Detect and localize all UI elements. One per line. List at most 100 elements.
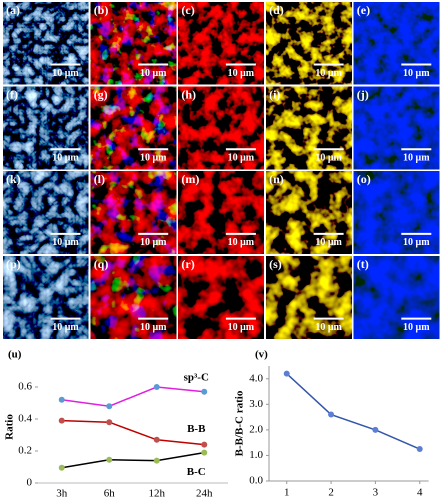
panel: (g) 10 μm bbox=[90, 86, 177, 170]
scale-label: 10 μm bbox=[315, 152, 342, 163]
micrograph bbox=[90, 86, 177, 170]
marker bbox=[58, 417, 65, 424]
x-tick-label: 4 bbox=[417, 487, 423, 499]
panel-label: (l) bbox=[94, 172, 105, 186]
micrograph bbox=[353, 86, 440, 170]
micrograph bbox=[266, 86, 352, 170]
panel: (p) 10 μm bbox=[3, 256, 89, 339]
panel: (b) 10 μm bbox=[90, 2, 177, 85]
panel-label: (g) bbox=[94, 87, 108, 101]
series-line bbox=[61, 451, 205, 469]
panel: (e) 10 μm bbox=[353, 2, 440, 85]
panel-label: (r) bbox=[181, 257, 194, 271]
panel-label: (e) bbox=[357, 3, 370, 17]
micrograph bbox=[3, 86, 89, 170]
scale-label: 10 μm bbox=[140, 68, 167, 79]
marker bbox=[201, 449, 208, 456]
panel: (l) 10 μm bbox=[90, 171, 177, 254]
x-tick-label: 12h bbox=[149, 488, 166, 500]
marker bbox=[283, 370, 290, 377]
panel-label: (n) bbox=[269, 172, 284, 186]
panel-label: (o) bbox=[357, 172, 371, 186]
panel-label: (m) bbox=[181, 172, 199, 186]
panel: (f) 10 μm bbox=[3, 86, 89, 170]
marker bbox=[58, 396, 65, 403]
panel: (d) 10 μm bbox=[266, 2, 352, 85]
y-tick-label: 0.4 bbox=[18, 413, 32, 425]
micrograph bbox=[353, 2, 440, 85]
panel-label: (q) bbox=[94, 257, 109, 271]
panel-label: (a) bbox=[6, 3, 20, 17]
marker bbox=[106, 456, 113, 463]
scale-label: 10 μm bbox=[140, 322, 167, 333]
marker bbox=[106, 419, 113, 426]
scale-label: 10 μm bbox=[228, 237, 255, 248]
x-tick-label: 24h bbox=[196, 488, 213, 500]
y-tick-label: 4.0 bbox=[249, 372, 263, 384]
micrograph bbox=[90, 256, 177, 339]
scale-label: 10 μm bbox=[228, 152, 255, 163]
micrograph bbox=[178, 86, 264, 170]
panel-label: (j) bbox=[357, 87, 369, 101]
micrograph bbox=[266, 256, 352, 339]
x-tick-label: 1 bbox=[284, 487, 290, 499]
series-label: B-C bbox=[187, 466, 206, 478]
micrograph bbox=[178, 2, 264, 85]
panel-label: (k) bbox=[6, 172, 21, 186]
x-tick-label: 2 bbox=[328, 487, 334, 499]
marker bbox=[106, 403, 113, 410]
scale-label: 10 μm bbox=[315, 68, 342, 79]
panel: (k) 10 μm bbox=[3, 171, 89, 254]
panel: (j) 10 μm bbox=[353, 86, 440, 170]
panel: (r) 10 μm bbox=[178, 256, 264, 339]
panel-label: (b) bbox=[94, 3, 109, 17]
series-label: B-B bbox=[187, 423, 206, 435]
scale-label: 10 μm bbox=[403, 322, 430, 333]
marker bbox=[328, 411, 335, 418]
micrograph bbox=[3, 2, 89, 85]
y-tick-label: 3.0 bbox=[249, 398, 263, 410]
panel-label: (c) bbox=[181, 3, 194, 17]
scale-label: 10 μm bbox=[52, 68, 79, 79]
x-tick-label: 6h bbox=[104, 488, 116, 500]
panel: (s) 10 μm bbox=[266, 256, 352, 339]
scale-label: 10 μm bbox=[52, 322, 79, 333]
y-axis-title: B-B/B-C ratio bbox=[234, 390, 246, 456]
micrograph bbox=[178, 171, 264, 254]
y-tick-label: 0 bbox=[27, 477, 33, 489]
y-tick-label: 0.6 bbox=[18, 381, 32, 393]
y-axis-title: Ratio bbox=[4, 414, 16, 440]
panel-label: (i) bbox=[269, 87, 280, 101]
series-label: sp³-C bbox=[184, 371, 209, 383]
marker bbox=[153, 436, 160, 443]
micrograph bbox=[353, 256, 440, 339]
scale-label: 10 μm bbox=[315, 322, 342, 333]
panel: (c) 10 μm bbox=[178, 2, 264, 85]
series-line bbox=[61, 386, 205, 407]
panel: (m) 10 μm bbox=[178, 171, 264, 254]
chart-label: (v) bbox=[255, 349, 268, 361]
micrograph bbox=[3, 171, 89, 254]
panel: (i) 10 μm bbox=[266, 86, 352, 170]
panel-label: (p) bbox=[6, 257, 21, 271]
y-tick-label: 1.0 bbox=[249, 449, 263, 461]
micrograph bbox=[266, 171, 352, 254]
panel-label: (t) bbox=[357, 257, 369, 271]
marker bbox=[416, 446, 423, 453]
scale-label: 10 μm bbox=[228, 68, 255, 79]
panel: (h) 10 μm bbox=[178, 86, 264, 170]
micrograph bbox=[90, 171, 177, 254]
scale-label: 10 μm bbox=[403, 68, 430, 79]
marker bbox=[372, 426, 379, 433]
marker bbox=[153, 384, 160, 390]
scale-label: 10 μm bbox=[228, 322, 255, 333]
panel-label: (h) bbox=[181, 87, 196, 101]
series-line bbox=[286, 373, 421, 450]
panel: (t) 10 μm bbox=[353, 256, 440, 339]
scale-label: 10 μm bbox=[52, 152, 79, 163]
micrograph bbox=[90, 2, 177, 85]
x-tick-label: 3 bbox=[373, 487, 379, 499]
scale-label: 10 μm bbox=[52, 237, 79, 248]
panel-label: (f) bbox=[6, 87, 18, 101]
scale-label: 10 μm bbox=[315, 237, 342, 248]
